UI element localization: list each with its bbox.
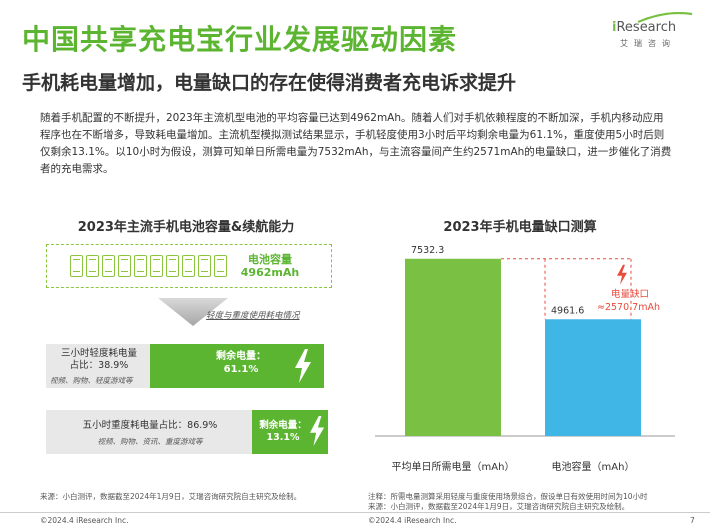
page-number: 7: [690, 516, 695, 525]
bar-value-label: 7532.3: [411, 245, 444, 256]
phone-icon: [198, 255, 211, 277]
left-panel-heading: 2023年主流手机电池容量&续航能力: [77, 220, 295, 235]
heavy-usage-box: [46, 410, 252, 454]
light-usage-line1: 三小时轻度耗电量: [60, 348, 137, 359]
light-remaining-label: 剩余电量：: [216, 351, 266, 362]
bar-1: [545, 319, 641, 436]
lightning-icon: [295, 349, 311, 383]
gap-bar-chart: 7532.3 平均单日所需电量（mAh） 4961.6 电池容量（mAh） 电量缺口 ≈2…: [375, 245, 675, 473]
light-usage-line2: 占比：38.9%: [69, 360, 129, 371]
capacity-label-value: 4962mAh: [240, 266, 300, 279]
bar-0: [405, 258, 501, 436]
gap-lightning-icon: [617, 264, 627, 285]
logo-wordmark: iResearch: [612, 20, 692, 35]
capacity-label-line1: 电池容量: [248, 253, 292, 266]
category-label: 平均单日所需电量（mAh）: [392, 460, 515, 473]
footer-copyright-right: ©2024.4 iResearch Inc.: [368, 516, 457, 525]
light-remaining-box: [150, 344, 324, 388]
chart-source-line: 来源：小白测评，数据截至2024年1月9日，艾瑞咨询研究院自主研究及绘制。: [368, 502, 630, 511]
phone-icon: [86, 255, 99, 277]
footer-copyright-left: ©2024.4 iResearch Inc.: [40, 516, 129, 525]
light-remaining-text: 剩余电量： 61.1%: [196, 350, 286, 376]
category-label: 电池容量（mAh）: [552, 460, 635, 473]
light-usage-text: 三小时轻度耗电量 占比：38.9%: [50, 348, 148, 372]
light-usage-apps: 视频、购物、轻度游戏等: [50, 376, 133, 385]
page-subtitle: 手机耗电量增加，电量缺口的存在使得消费者充电诉求提升: [22, 72, 517, 94]
left-source-note: 来源：小白测评，数据截至2024年1月9日，艾瑞咨询研究院自主研究及绘制。: [40, 492, 302, 501]
page-title: 中国共享充电宝行业发展驱动因素: [22, 23, 458, 56]
phone-icon: [166, 255, 179, 277]
phone-icon: [70, 255, 83, 277]
logo-swoosh-icon: [637, 12, 693, 24]
footer-divider: [0, 512, 710, 513]
usage-caption: 轻度与重度使用耗电情况: [206, 311, 300, 321]
gap-label: 电量缺口: [611, 288, 649, 300]
iresearch-logo: iResearch 艾瑞咨询: [612, 12, 693, 49]
battery-capacity-label: 电池容量 4962mAh: [232, 253, 308, 279]
intro-paragraph: 随着手机配置的不断提升，2023年主流机型电池的平均容量已达到4962mAh。随…: [40, 112, 672, 175]
chart-notes: 注释：所需电量测算采用轻度与重度使用场景综合，假设单日有效使用时间为10小时 来…: [368, 492, 698, 512]
battery-capacity-box: [46, 244, 332, 288]
phone-icon: [118, 255, 131, 277]
bar-value-label: 4961.6: [551, 305, 584, 316]
phone-icon: [134, 255, 147, 277]
logo-subtitle: 艾瑞咨询: [620, 39, 676, 48]
chart-note-line1: 注释：所需电量测算采用轻度与重度使用场景综合，假设单日有效使用时间为10小时: [368, 492, 648, 501]
gap-value-label: ≈2570.7mAh: [597, 302, 660, 313]
phone-icon: [182, 255, 195, 277]
lightning-icon: [309, 416, 325, 446]
light-remaining-value: 61.1%: [223, 364, 259, 375]
heavy-usage-line1: 五小时重度耗电量占比：86.9%: [82, 420, 218, 431]
heavy-usage-apps: 视频、购物、资讯、重度游戏等: [97, 437, 203, 446]
phone-icon: [102, 255, 115, 277]
chart-title: 2023年手机电量缺口测算: [443, 220, 597, 235]
heavy-remaining-text: 剩余电量： 13.1%: [256, 420, 310, 444]
heavy-remaining-label: 剩余电量：: [259, 420, 307, 431]
phone-icon: [214, 255, 227, 277]
heavy-remaining-value: 13.1%: [266, 432, 300, 443]
logo-research: Research: [616, 20, 677, 35]
light-usage-box: [46, 344, 150, 388]
logo-i: i: [612, 20, 617, 35]
down-arrow-icon: [158, 298, 228, 326]
phone-icon: [150, 255, 163, 277]
